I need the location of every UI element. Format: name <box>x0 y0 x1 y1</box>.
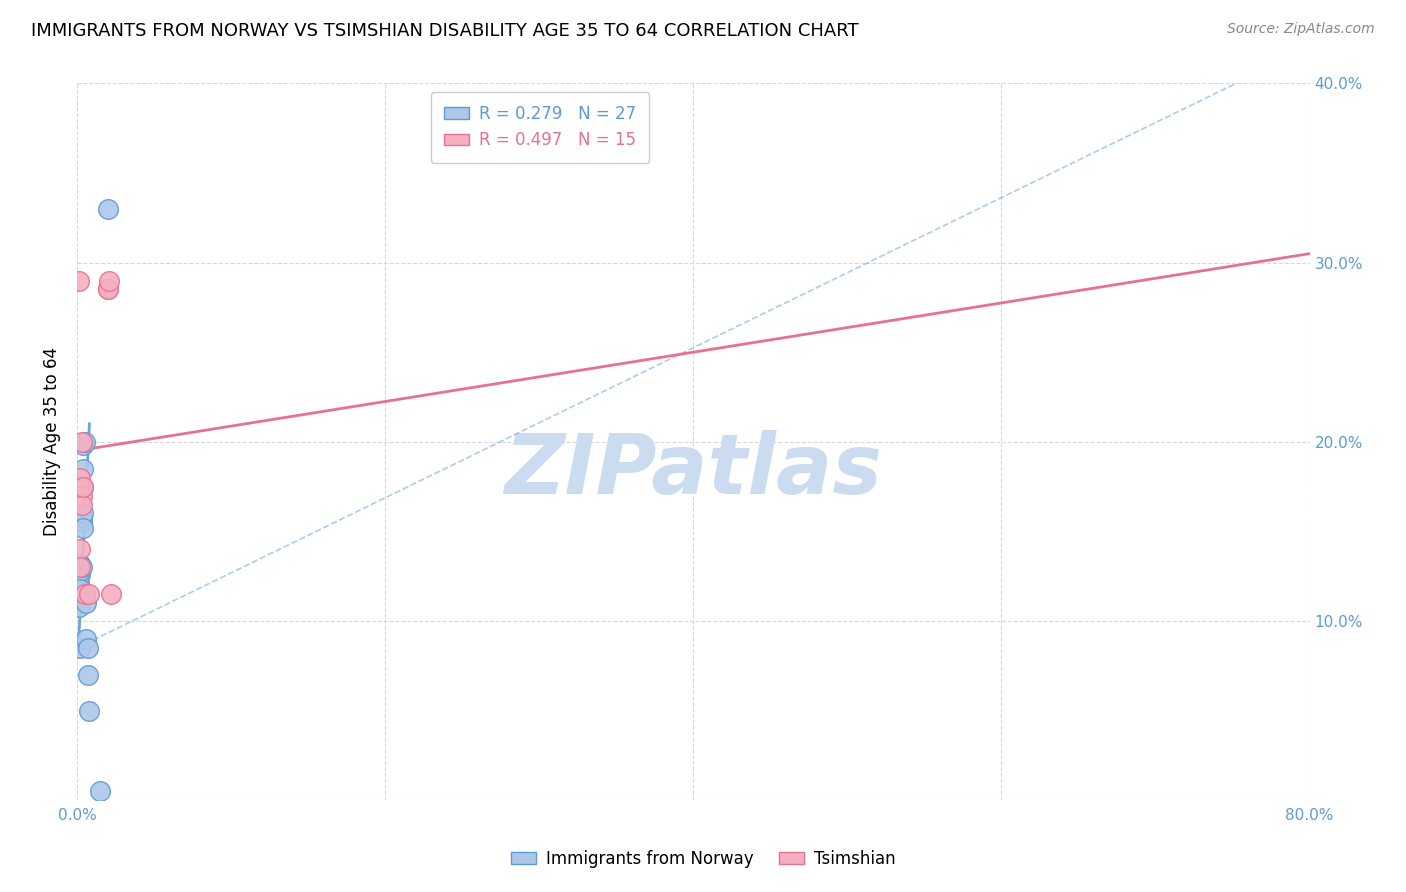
Point <box>70 560 93 574</box>
Point <box>100 587 122 601</box>
Point <box>69 470 91 484</box>
Point <box>72 461 94 475</box>
Point <box>79 587 101 601</box>
Point <box>69 542 91 557</box>
Text: IMMIGRANTS FROM NORWAY VS TSIMSHIAN DISABILITY AGE 35 TO 64 CORRELATION CHART: IMMIGRANTS FROM NORWAY VS TSIMSHIAN DISA… <box>31 22 859 40</box>
Point <box>69 582 91 596</box>
Point <box>97 202 120 216</box>
Y-axis label: Disability Age 35 to 64: Disability Age 35 to 64 <box>44 347 60 536</box>
Point <box>70 434 93 449</box>
Point <box>67 574 90 589</box>
Point <box>67 578 90 592</box>
Point <box>67 596 90 610</box>
Point <box>89 784 111 798</box>
Point <box>67 480 90 494</box>
Point <box>97 283 120 297</box>
Legend: Immigrants from Norway, Tsimshian: Immigrants from Norway, Tsimshian <box>505 844 901 875</box>
Point <box>79 704 101 718</box>
Point <box>69 567 91 582</box>
Point <box>77 667 100 681</box>
Point <box>72 480 94 494</box>
Point <box>72 521 94 535</box>
Point <box>69 564 91 578</box>
Legend: R = 0.279   N = 27, R = 0.497   N = 15: R = 0.279 N = 27, R = 0.497 N = 15 <box>430 92 650 162</box>
Point <box>70 498 93 512</box>
Point <box>75 632 97 646</box>
Point <box>77 640 100 655</box>
Point <box>73 434 96 449</box>
Point <box>72 480 94 494</box>
Point <box>72 507 94 521</box>
Point <box>67 587 90 601</box>
Text: ZIPatlas: ZIPatlas <box>505 430 882 511</box>
Point <box>69 640 91 655</box>
Point <box>75 596 97 610</box>
Point <box>67 582 90 596</box>
Point <box>67 274 90 288</box>
Point <box>98 274 121 288</box>
Point <box>97 283 120 297</box>
Text: Source: ZipAtlas.com: Source: ZipAtlas.com <box>1227 22 1375 37</box>
Point <box>70 489 93 503</box>
Point <box>70 510 93 524</box>
Point <box>69 560 91 574</box>
Point <box>69 557 91 571</box>
Point <box>70 516 93 530</box>
Point <box>72 438 94 452</box>
Point <box>67 599 90 614</box>
Point <box>73 587 96 601</box>
